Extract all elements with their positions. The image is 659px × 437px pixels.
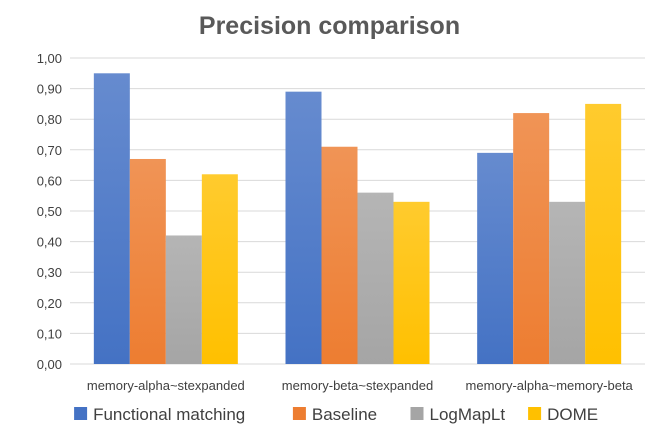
bar xyxy=(585,103,622,365)
legend-label: LogMapLt xyxy=(430,405,506,424)
bar xyxy=(477,152,514,364)
legend-swatch xyxy=(528,407,542,420)
legend-swatch xyxy=(292,407,306,420)
y-tick-label: 0,60 xyxy=(37,173,62,188)
x-tick-label: memory-alpha~memory-beta xyxy=(466,378,634,393)
bar xyxy=(357,192,394,364)
bar xyxy=(93,73,130,365)
x-axis-tick-labels: memory-alpha~stexpanded memory-beta~stexp… xyxy=(87,378,634,393)
bar xyxy=(165,235,202,364)
legend-swatch xyxy=(74,407,88,420)
y-axis-tick-labels: 0,00 0,10 0,20 0,30 0,40 0,50 0,60 0,70 0,80 0,90… xyxy=(37,51,62,372)
legend-item: Baseline xyxy=(292,405,377,424)
legend-item: LogMapLt xyxy=(410,405,506,424)
legend: Functional matching Baseline LogMapLt DOME xyxy=(74,405,598,424)
y-tick-label: 0,90 xyxy=(37,82,62,97)
y-tick-label: 1,00 xyxy=(37,51,62,66)
legend-item: Functional matching xyxy=(74,405,245,424)
y-tick-label: 0,70 xyxy=(37,143,62,158)
bar xyxy=(321,146,358,364)
legend-item: DOME xyxy=(528,405,598,424)
x-tick-label: memory-alpha~stexpanded xyxy=(87,378,245,393)
bar xyxy=(129,158,166,364)
y-tick-label: 0,30 xyxy=(37,265,62,280)
bar xyxy=(201,174,238,364)
legend-label: Functional matching xyxy=(93,405,245,424)
bar xyxy=(549,201,586,364)
y-tick-label: 0,80 xyxy=(37,112,62,127)
x-tick-label: memory-beta~stexpanded xyxy=(282,378,433,393)
y-tick-label: 0,00 xyxy=(37,357,62,372)
y-tick-label: 0,20 xyxy=(37,296,62,311)
bar xyxy=(393,201,430,364)
legend-label: DOME xyxy=(547,405,598,424)
bar xyxy=(513,113,550,364)
y-tick-label: 0,50 xyxy=(37,204,62,219)
legend-label: Baseline xyxy=(312,405,377,424)
y-tick-label: 0,10 xyxy=(37,326,62,341)
legend-swatch xyxy=(410,407,424,420)
bar xyxy=(285,91,322,364)
bars xyxy=(93,73,622,365)
y-tick-label: 0,40 xyxy=(37,235,62,250)
chart-title: Precision comparison xyxy=(199,12,460,40)
